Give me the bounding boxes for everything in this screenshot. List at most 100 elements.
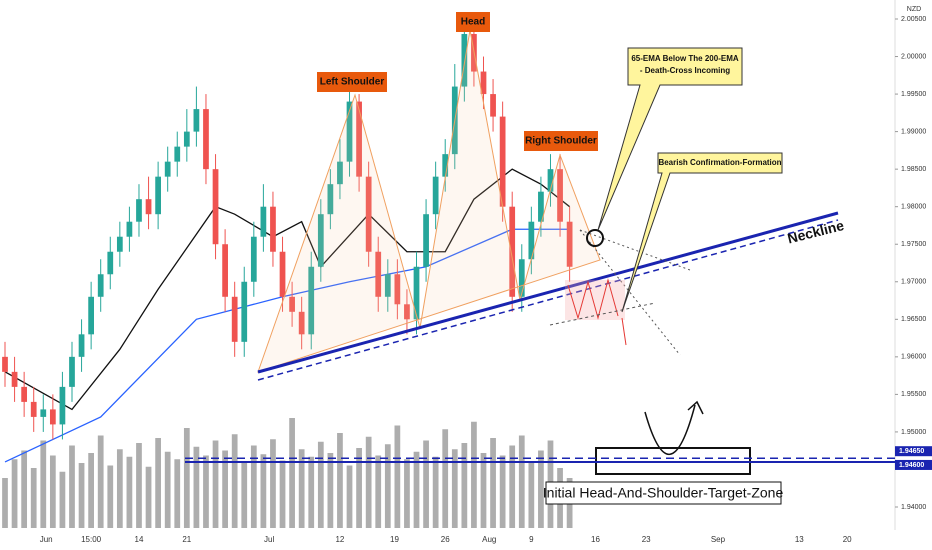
candle-body (40, 409, 47, 417)
volume-bar (356, 448, 362, 528)
candle-body (528, 221, 535, 260)
tag-box (524, 131, 598, 151)
candle-body (222, 244, 228, 297)
candle-body (365, 176, 372, 252)
y-tick-label: 2.00000 (901, 53, 926, 60)
volume-bar (270, 439, 276, 528)
y-tick-label: 1.97500 (901, 241, 926, 248)
volume-bar (461, 443, 468, 528)
candle-body (30, 401, 37, 417)
candle-body (193, 109, 200, 132)
y-tick-label: 1.98500 (901, 166, 926, 173)
candle-body (164, 161, 171, 177)
volume-bar (250, 445, 257, 528)
candle-body (116, 236, 123, 252)
x-tick-label: Jun (40, 535, 53, 544)
volume-bar (337, 433, 343, 528)
left-shoulder-label: Left Shoulder (320, 77, 385, 88)
x-tick-label: 16 (591, 535, 600, 544)
candle-body (174, 146, 181, 162)
candle-body (260, 206, 267, 237)
candle-body (97, 274, 104, 297)
candle-body (203, 109, 209, 170)
volume-bar (308, 456, 315, 528)
x-tick-label: 26 (441, 535, 450, 544)
y-tick-label: 1.99000 (901, 128, 926, 135)
volume-bar (136, 443, 142, 528)
candle-body (394, 274, 401, 305)
volume-bar (365, 436, 372, 528)
candle-body (59, 386, 66, 425)
volume-bar (471, 421, 477, 528)
candle-body (231, 296, 238, 342)
volume-bar (69, 445, 75, 528)
x-tick-label: Sep (711, 535, 726, 544)
x-tick-label: 19 (390, 535, 399, 544)
volume-bar (279, 460, 286, 528)
candle-body (2, 356, 8, 372)
volume-bar (451, 449, 458, 528)
x-tick-label: 12 (335, 535, 344, 544)
y-tick-label: 1.97000 (901, 279, 926, 286)
y-tick-label: 1.95500 (901, 391, 926, 398)
volume-bar (126, 456, 133, 528)
volume-bar (518, 435, 525, 528)
volume-bar (538, 450, 544, 528)
volume-bar (404, 459, 410, 528)
candle-body (107, 251, 114, 275)
candle-body (490, 94, 496, 117)
y-tick-label: 1.96500 (901, 316, 926, 323)
volume-bar (509, 445, 516, 528)
y-tick-label: 1.98000 (901, 204, 926, 211)
volume-bar (442, 429, 449, 528)
candle-body (155, 176, 161, 215)
x-tick-label: 20 (843, 535, 852, 544)
candle-body (538, 191, 544, 222)
volume-bar (375, 455, 382, 528)
tag-box (317, 72, 387, 92)
y-tick-label: 1.94000 (901, 504, 926, 511)
volume-bar (116, 449, 123, 528)
volume-bar (499, 455, 506, 528)
candle-body (566, 221, 573, 267)
volume-bar (241, 463, 248, 528)
price-tag (895, 446, 932, 457)
candle-body (384, 274, 391, 297)
right-shoulder-label: Right Shoulder (525, 136, 597, 147)
volume-bar (145, 466, 152, 528)
retest-zone (565, 280, 625, 320)
candle-body (356, 101, 362, 177)
volume-bar (260, 454, 267, 528)
candle-body (547, 169, 554, 192)
y-tick-label: 1.99500 (901, 91, 926, 98)
y-tick-label: 2.00500 (901, 16, 926, 23)
candle-body (404, 304, 410, 320)
pattern-drawing (257, 29, 839, 475)
projection (579, 229, 681, 356)
volume-bar (222, 450, 228, 528)
volume-bar (289, 418, 295, 528)
x-tick-label: 15:00 (81, 535, 102, 544)
candle-body (136, 199, 142, 222)
volume-bar (432, 456, 439, 528)
callout-text: - Death-Cross Incoming (640, 66, 730, 75)
candle-body (289, 296, 295, 312)
volume-bar (78, 463, 85, 528)
retest-path (567, 278, 619, 320)
cross-circle (586, 229, 604, 247)
x-tick-label: 23 (642, 535, 651, 544)
candle-body (442, 154, 449, 177)
ema-line (4, 168, 571, 411)
price-tag (895, 459, 932, 470)
y-tick-label: 1.95000 (901, 429, 926, 436)
candle-body (183, 131, 190, 147)
candle-body (327, 184, 334, 215)
arrow-head (687, 400, 704, 415)
x-tick-label: 14 (135, 535, 144, 544)
candle-body (88, 296, 94, 335)
volume-bar (231, 434, 238, 528)
y-tick-label: 1.96000 (901, 354, 926, 361)
volume-bar (59, 471, 66, 528)
